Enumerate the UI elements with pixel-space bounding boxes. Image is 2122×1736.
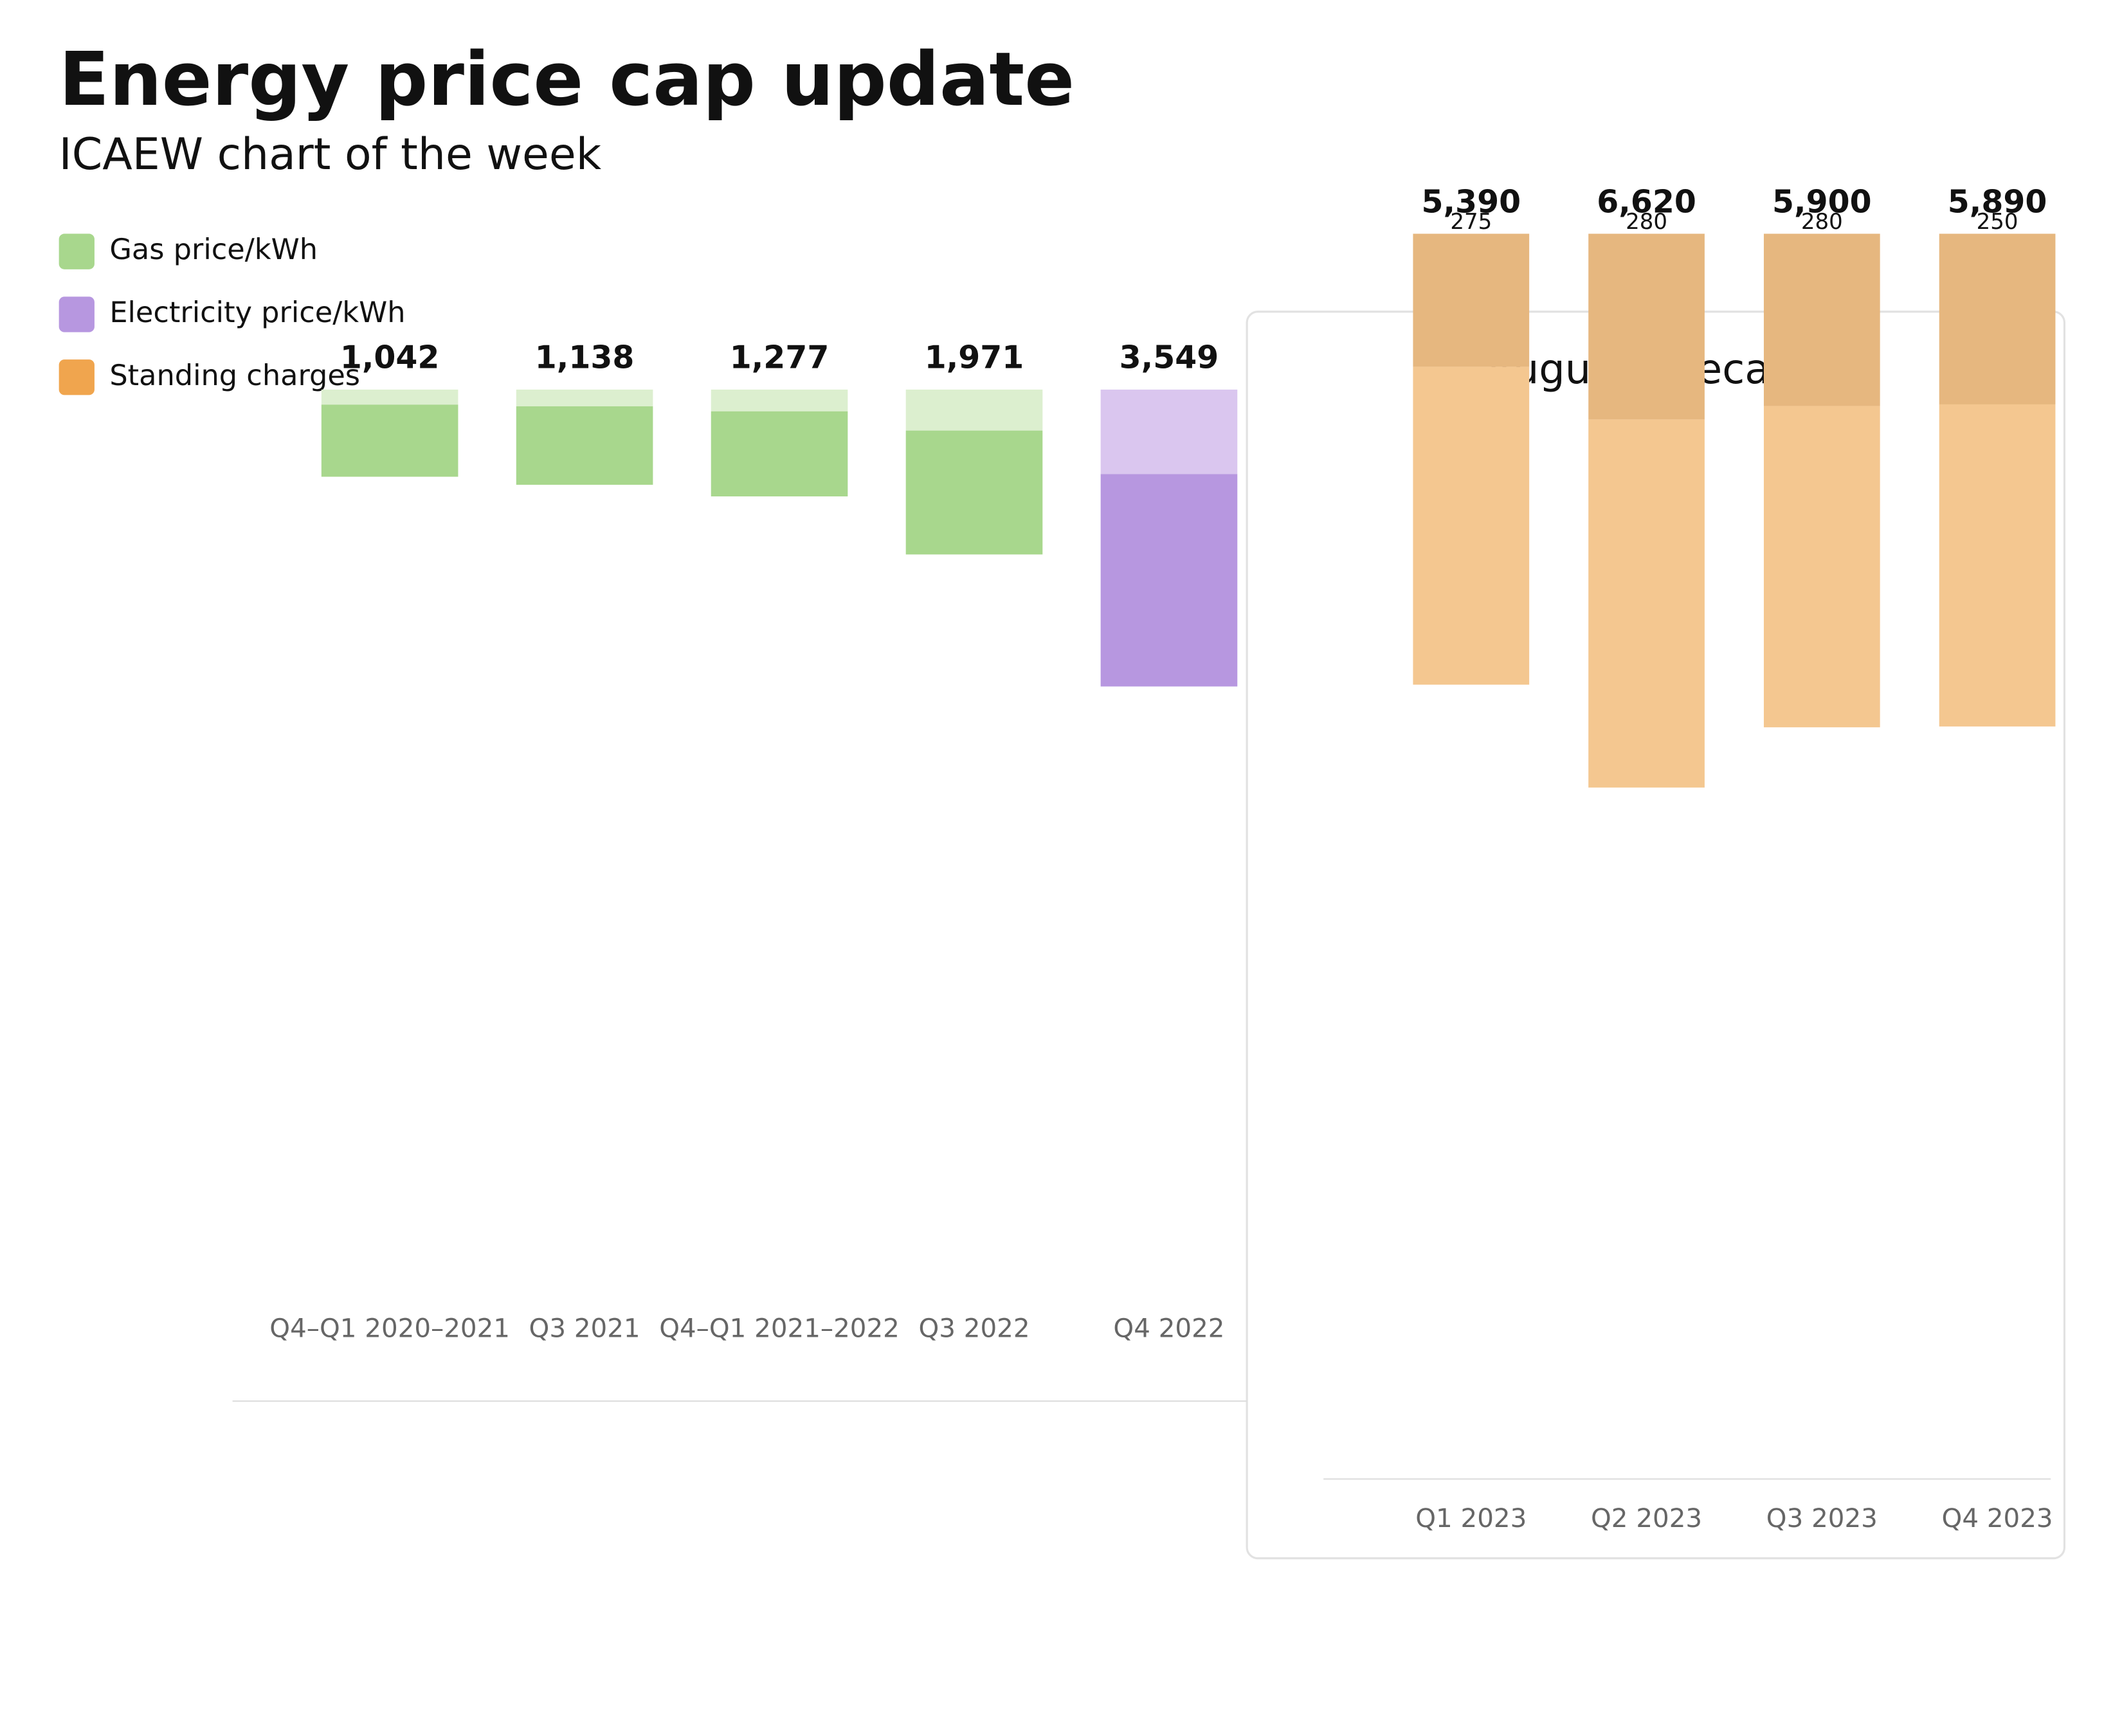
total-label: 6,620	[1597, 183, 1696, 220]
total-label: 1,042	[340, 339, 440, 376]
legend-label: Electricity price/kWh	[109, 296, 405, 329]
legend-swatch	[59, 296, 95, 332]
bar-segment	[1763, 406, 1880, 728]
x-tick-label: Q4–Q1 2020–2021	[269, 1314, 510, 1344]
x-tick-label: Q4 2023	[1942, 1503, 2053, 1533]
bar-segment	[1413, 233, 1530, 367]
total-label: 3,549	[1120, 339, 1219, 376]
bar-segment	[1100, 474, 1238, 687]
x-tick-label: Q4–Q1 2021–2022	[659, 1314, 900, 1344]
bar-segment	[1588, 233, 1705, 420]
bar-segment	[1413, 366, 1530, 685]
x-tick-label: Q1 2023	[1415, 1503, 1527, 1533]
x-tick-label: Q3 2022	[918, 1314, 1029, 1344]
total-label: 5,890	[1948, 183, 2047, 220]
x-tick-label: Q3 2023	[1766, 1503, 1878, 1533]
legend-swatch	[59, 233, 95, 269]
chart-title: Energy price cap update	[59, 37, 1075, 123]
legend-label: Gas price/kWh	[109, 233, 318, 266]
bar-segment	[1100, 389, 1238, 475]
x-tick-label: Q3 2021	[529, 1314, 640, 1344]
bar-segment	[516, 406, 653, 485]
bar-segment	[516, 389, 653, 406]
bar-segment	[711, 389, 848, 411]
bar-segment	[321, 404, 458, 477]
total-label: 5,900	[1772, 183, 1872, 220]
bar-segment	[711, 411, 848, 497]
chart-subtitle: ICAEW chart of the week	[59, 129, 602, 180]
bar-segment	[321, 389, 458, 405]
bar-segment	[1588, 419, 1705, 788]
bar-segment	[1763, 233, 1880, 406]
bar-segment	[905, 430, 1043, 555]
total-label: 1,138	[535, 339, 635, 376]
bar-segment	[1939, 233, 2056, 404]
bar-segment	[1939, 404, 2056, 727]
legend-swatch	[59, 359, 95, 395]
standing-label: 250	[1977, 209, 2018, 235]
standing-label: 275	[1450, 209, 1492, 235]
total-label: 1,971	[925, 339, 1024, 376]
x-tick-label: Q4 2022	[1113, 1314, 1224, 1344]
standing-label: 280	[1626, 209, 1667, 235]
total-label: 5,390	[1421, 183, 1521, 220]
x-tick-label: Q2 2023	[1591, 1503, 1702, 1533]
legend-label: Standing charges	[109, 359, 360, 392]
standing-label: 280	[1801, 209, 1843, 235]
total-label: 1,277	[730, 339, 830, 376]
bar-segment	[905, 389, 1043, 431]
